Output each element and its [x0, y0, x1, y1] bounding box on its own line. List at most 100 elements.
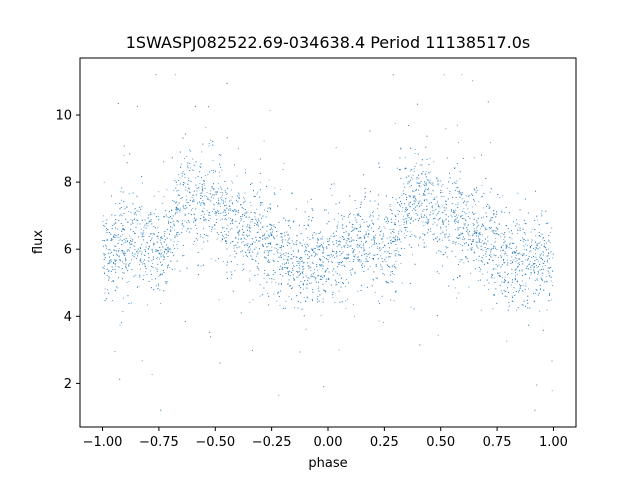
data-point	[531, 244, 533, 247]
data-point	[292, 243, 294, 245]
data-point	[297, 251, 299, 253]
data-point	[271, 250, 273, 252]
data-point	[365, 261, 367, 263]
data-point	[265, 185, 268, 188]
data-point	[390, 232, 392, 234]
data-point	[184, 173, 186, 175]
data-point	[283, 162, 285, 164]
data-point	[317, 246, 320, 248]
data-point	[473, 252, 475, 254]
data-point	[201, 192, 203, 194]
data-point	[278, 256, 280, 258]
data-point	[430, 202, 432, 204]
data-point	[194, 106, 196, 108]
data-point	[481, 261, 483, 263]
data-point	[487, 240, 489, 242]
data-point	[261, 226, 263, 228]
data-point	[372, 230, 375, 232]
data-point	[393, 231, 395, 233]
data-point	[384, 245, 386, 247]
data-point	[121, 199, 123, 201]
data-point	[395, 249, 397, 252]
data-point	[461, 214, 463, 217]
data-point	[537, 219, 539, 221]
data-point	[543, 262, 545, 264]
data-point	[182, 171, 184, 173]
data-point	[321, 238, 323, 240]
data-point	[333, 250, 335, 252]
data-point	[342, 260, 344, 263]
data-point	[181, 175, 183, 177]
data-point	[410, 176, 412, 178]
data-point	[232, 210, 234, 212]
data-point	[241, 250, 243, 252]
data-point	[473, 213, 475, 215]
data-point	[123, 145, 125, 147]
data-point	[143, 262, 145, 265]
data-point	[359, 206, 361, 208]
data-point	[116, 286, 118, 288]
data-point	[363, 221, 365, 223]
data-point	[337, 266, 339, 268]
data-point	[364, 249, 366, 251]
data-point	[302, 239, 304, 241]
data-point	[149, 220, 151, 222]
data-point	[317, 281, 320, 283]
data-point	[408, 204, 410, 206]
data-point	[147, 253, 150, 255]
data-point	[398, 231, 400, 233]
data-point	[273, 224, 275, 226]
data-point	[229, 200, 231, 202]
data-point	[247, 249, 249, 251]
data-point	[521, 304, 523, 306]
data-point	[217, 258, 220, 260]
data-point	[360, 240, 362, 242]
data-point	[401, 231, 403, 233]
data-point	[221, 196, 223, 198]
data-point	[296, 256, 298, 259]
data-point	[320, 238, 322, 240]
data-point	[132, 254, 134, 257]
data-point	[524, 273, 526, 276]
data-point	[405, 209, 407, 211]
data-point	[122, 191, 124, 193]
data-point	[125, 259, 127, 261]
data-point	[215, 222, 217, 224]
data-point	[382, 241, 384, 243]
data-point	[403, 183, 405, 185]
data-point	[145, 271, 147, 273]
data-point	[379, 247, 381, 249]
data-point	[459, 237, 461, 239]
data-point	[374, 291, 376, 293]
data-point	[419, 182, 421, 184]
data-point	[191, 207, 193, 210]
data-point	[537, 248, 539, 250]
data-point	[539, 247, 541, 249]
data-point	[409, 235, 411, 238]
data-point	[165, 282, 167, 284]
data-point	[345, 285, 347, 287]
data-point	[254, 248, 256, 250]
data-point	[365, 233, 367, 235]
data-point	[485, 212, 487, 214]
data-point	[501, 264, 503, 266]
data-point	[118, 256, 120, 258]
data-point	[272, 273, 274, 275]
data-point	[257, 267, 259, 270]
data-point	[185, 205, 187, 207]
data-point	[278, 296, 280, 298]
data-point	[372, 237, 375, 239]
data-point	[439, 217, 442, 219]
data-point	[496, 213, 498, 215]
data-point	[386, 219, 388, 221]
data-point	[123, 252, 125, 254]
data-point	[395, 235, 397, 237]
data-point	[527, 302, 529, 304]
data-point	[508, 292, 510, 294]
data-point	[515, 272, 517, 274]
data-point	[194, 220, 196, 222]
data-point	[322, 301, 324, 303]
data-point	[234, 250, 236, 252]
data-point	[515, 254, 517, 256]
data-point	[363, 199, 366, 201]
